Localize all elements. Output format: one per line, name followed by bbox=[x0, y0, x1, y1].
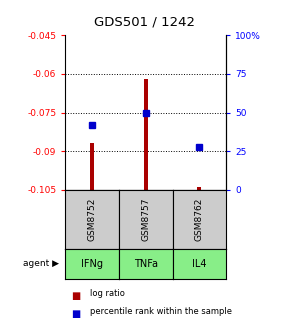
Text: IFNg: IFNg bbox=[81, 259, 103, 269]
Text: GDS501 / 1242: GDS501 / 1242 bbox=[95, 15, 195, 28]
Text: ■: ■ bbox=[71, 291, 80, 301]
Text: agent ▶: agent ▶ bbox=[23, 259, 59, 268]
Text: IL4: IL4 bbox=[192, 259, 207, 269]
Text: TNFa: TNFa bbox=[134, 259, 158, 269]
Text: ■: ■ bbox=[71, 309, 80, 319]
Text: log ratio: log ratio bbox=[90, 289, 125, 298]
Bar bbox=[144, 79, 148, 190]
Text: GSM8752: GSM8752 bbox=[88, 198, 97, 241]
Text: GSM8757: GSM8757 bbox=[141, 198, 150, 241]
Text: percentile rank within the sample: percentile rank within the sample bbox=[90, 307, 232, 317]
Bar bbox=[90, 143, 94, 190]
Text: GSM8762: GSM8762 bbox=[195, 198, 204, 241]
Bar bbox=[197, 187, 201, 190]
